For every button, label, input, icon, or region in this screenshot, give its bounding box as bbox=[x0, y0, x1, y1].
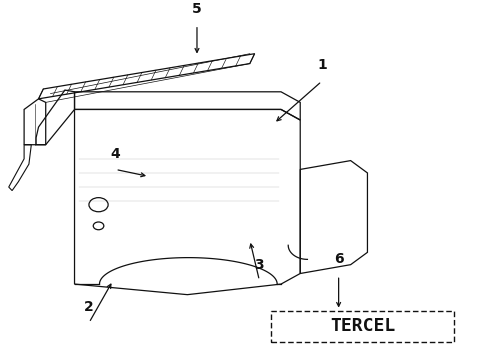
Text: 5: 5 bbox=[192, 2, 202, 16]
Text: 6: 6 bbox=[334, 252, 343, 266]
Text: 1: 1 bbox=[317, 58, 327, 72]
Text: 3: 3 bbox=[255, 258, 264, 272]
Text: 2: 2 bbox=[84, 300, 94, 314]
Text: TERCEL: TERCEL bbox=[330, 318, 395, 336]
Text: 4: 4 bbox=[110, 147, 120, 161]
